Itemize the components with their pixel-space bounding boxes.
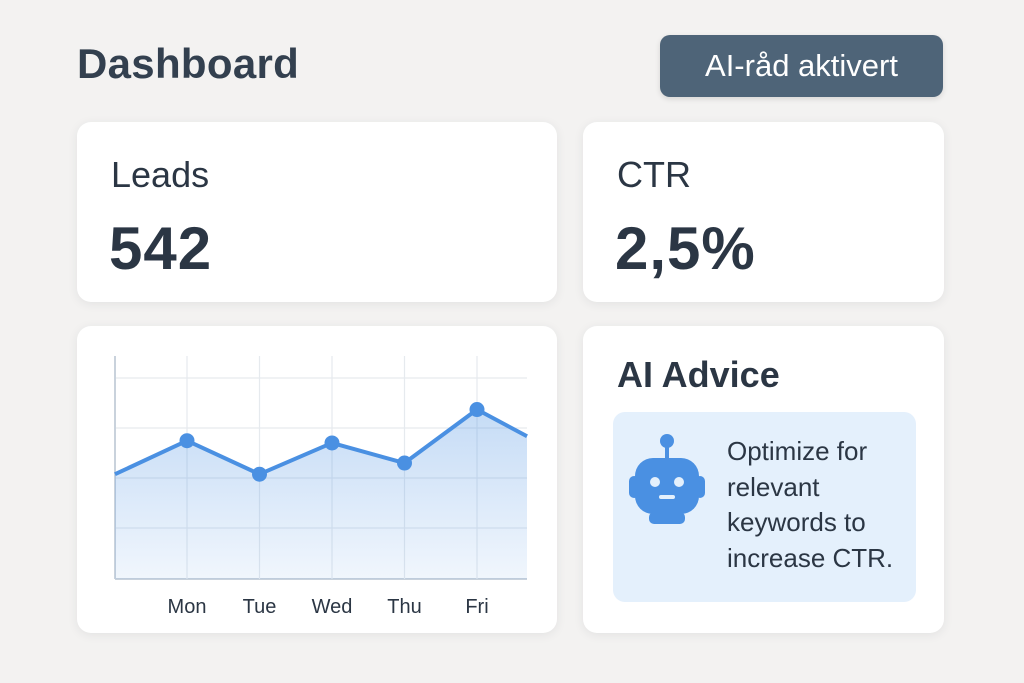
ctr-value: 2,5% — [615, 215, 756, 282]
chart-points — [179, 402, 485, 482]
ctr-label: CTR — [617, 154, 691, 195]
ai-advice-status-button[interactable]: AI-råd aktivert — [660, 35, 943, 97]
data-point-thu — [397, 455, 412, 471]
x-tick-label: Tue — [243, 596, 277, 618]
x-tick-label: Mon — [168, 596, 207, 618]
leads-label: Leads — [111, 154, 210, 195]
x-tick-label: Thu — [387, 596, 421, 618]
data-point-mon — [179, 433, 195, 449]
chart-area-fill — [115, 409, 527, 579]
x-tick-label: Wed — [312, 596, 353, 618]
ctr-card: CTR 2,5% — [583, 122, 944, 302]
page-title: Dashboard — [77, 40, 300, 87]
x-tick-label: Fri — [465, 596, 488, 618]
ai-advice-card: AI Advice Optimize for relevant keywords… — [583, 326, 944, 633]
leads-card: Leads 542 — [77, 122, 557, 302]
data-point-wed — [324, 435, 340, 451]
chart-x-ticks: Mon Tue Wed Thu Fri — [168, 596, 489, 618]
ai-advice-box: Optimize for relevant keywords to increa… — [613, 412, 916, 602]
data-point-fri — [469, 402, 485, 418]
ai-advice-text: Optimize for relevant keywords to increa… — [727, 436, 894, 573]
line-chart: Mon Tue Wed Thu Fri — [114, 356, 528, 618]
chart-card: Mon Tue Wed Thu Fri — [77, 326, 557, 633]
data-point-tue — [252, 466, 267, 482]
robot-icon — [629, 434, 705, 524]
ai-advice-title: AI Advice — [617, 354, 780, 395]
leads-value: 542 — [109, 215, 213, 282]
